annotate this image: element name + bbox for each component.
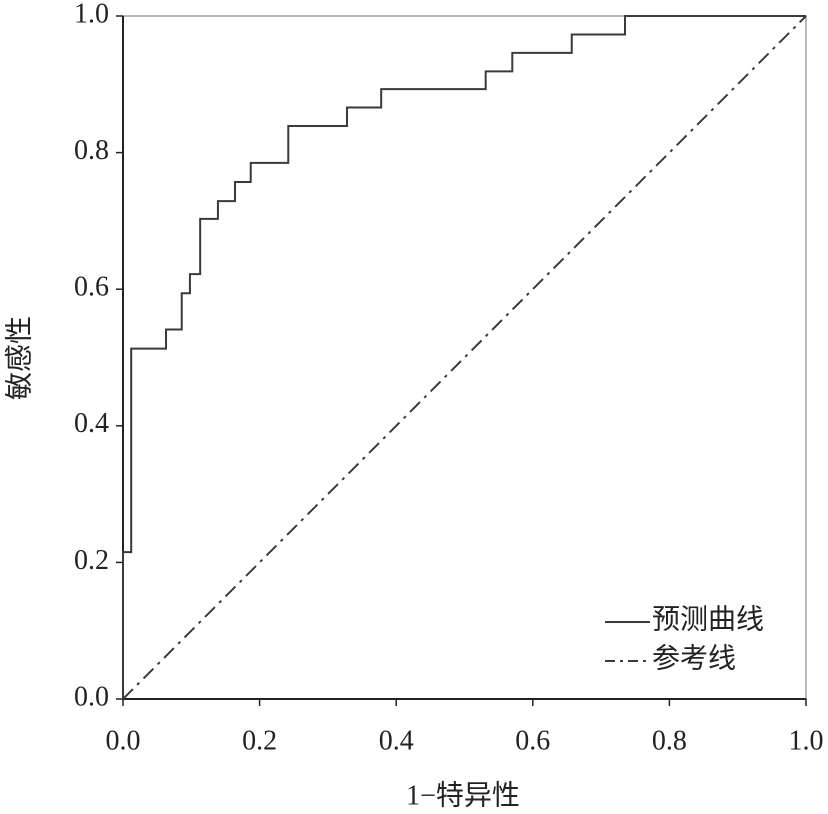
x-tick-label: 0.2 <box>242 725 277 756</box>
legend-label: 预测曲线 <box>652 603 764 635</box>
x-tick-label: 0.4 <box>379 725 414 756</box>
y-tick-label: 0.4 <box>74 408 109 439</box>
y-axis-label: 敏感性 <box>3 316 35 400</box>
series-line <box>122 15 806 699</box>
x-tick-label: 0.8 <box>652 725 687 756</box>
x-tick-label: 0.0 <box>106 725 141 756</box>
y-tick-label: 1.0 <box>74 0 109 29</box>
series-line <box>122 15 807 700</box>
legend-label: 参考线 <box>652 642 736 674</box>
x-tick-label: 1.0 <box>789 725 824 756</box>
x-tick-label: 0.6 <box>515 725 550 756</box>
x-axis-label: 1−特异性 <box>406 779 520 811</box>
y-tick-label: 0.8 <box>74 135 109 166</box>
y-tick-label: 0.6 <box>74 272 109 303</box>
y-tick-label: 0.0 <box>74 681 109 712</box>
y-tick-label: 0.2 <box>74 545 109 576</box>
